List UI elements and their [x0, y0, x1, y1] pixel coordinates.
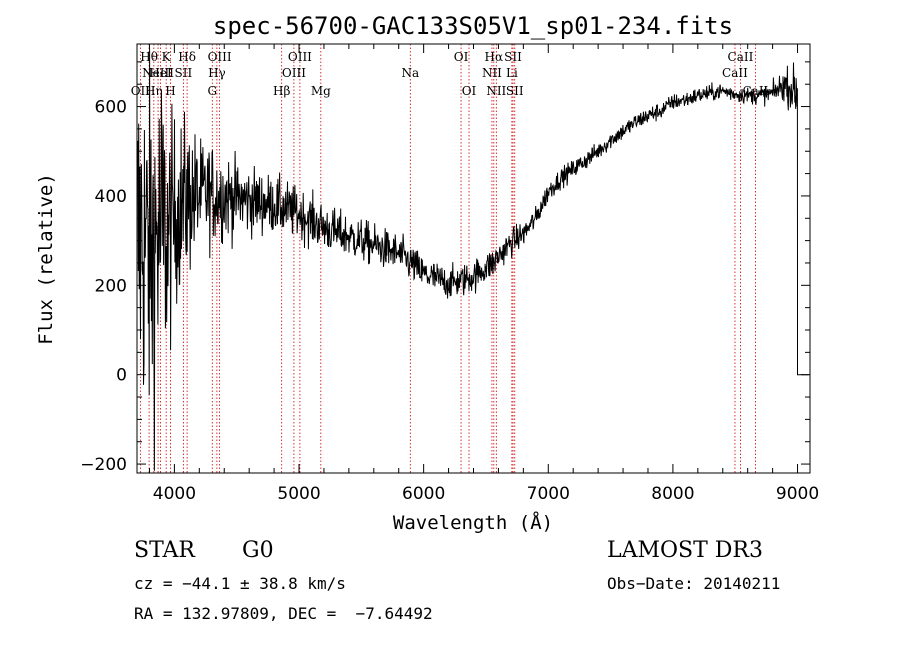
- line-label: K: [162, 50, 172, 64]
- object-class: STAR: [134, 538, 195, 563]
- spectral-line-markers: [139, 44, 756, 473]
- line-label: Hθ: [140, 50, 158, 64]
- line-label: OIII: [208, 50, 232, 64]
- redshift-value: cz = −44.1 ± 38.8 km/s: [134, 574, 346, 593]
- line-label: OI: [454, 50, 469, 64]
- spectral-line-labels: OIIHθHηNeIIIHeIKHSIIHδGHγOIIIHβOIIIOIIIM…: [131, 50, 769, 98]
- line-label: OII: [131, 84, 151, 98]
- line-label: Hδ: [178, 50, 196, 64]
- coordinates: RA = 132.97809, DEC = −7.64492: [134, 604, 433, 623]
- x-tick-label: 7000: [527, 484, 570, 504]
- object-subclass: G0: [242, 538, 274, 563]
- x-tick-label: 4000: [153, 484, 196, 504]
- line-label: OIII: [288, 50, 312, 64]
- survey-name: LAMOST DR3: [607, 538, 763, 563]
- line-label: Hγ: [208, 66, 226, 80]
- plot-frame: [136, 43, 811, 474]
- x-tick-label: 9000: [776, 484, 819, 504]
- line-label: OI: [462, 84, 477, 98]
- observation-date: Obs−Date: 20140211: [607, 574, 781, 593]
- line-label: Mg: [311, 84, 331, 98]
- x-tick-label: 6000: [402, 484, 445, 504]
- x-axis-title: Wavelength (Å): [393, 511, 553, 534]
- line-label: NII: [482, 66, 502, 80]
- y-axis-title: Flux (relative): [35, 173, 57, 345]
- x-axis: 4000 5000 6000 7000 8000 9000: [148, 44, 819, 504]
- line-label: Hβ: [273, 84, 290, 98]
- line-label: SII: [506, 84, 524, 98]
- y-tick-label: 0: [116, 366, 127, 386]
- chart-title: spec-56700-GAC133S05V1_sp01-234.fits: [213, 12, 733, 40]
- line-label: G: [207, 84, 217, 98]
- line-label: NII: [486, 84, 506, 98]
- y-tick-label: 600: [95, 98, 127, 118]
- y-tick-label: 200: [95, 276, 127, 296]
- line-label: OIII: [282, 66, 306, 80]
- line-label: SII: [175, 66, 193, 80]
- y-tick-label: −200: [80, 455, 127, 475]
- x-tick-label: 8000: [651, 484, 694, 504]
- line-label: Hη: [145, 84, 163, 98]
- spectrum-line: [136, 48, 809, 471]
- line-label: Hα: [485, 50, 504, 64]
- line-label: SII: [504, 50, 522, 64]
- line-label: CaII: [722, 66, 748, 80]
- y-axis: −200 0 200 400 600: [80, 61, 810, 475]
- line-label: CaII: [728, 50, 754, 64]
- x-tick-label: 5000: [277, 484, 320, 504]
- line-label: H: [165, 84, 175, 98]
- line-label: Li: [506, 66, 518, 80]
- line-label: Na: [401, 66, 419, 80]
- line-label: HeI: [149, 66, 172, 80]
- y-tick-label: 400: [95, 187, 127, 207]
- line-label: NeIII: [142, 66, 174, 80]
